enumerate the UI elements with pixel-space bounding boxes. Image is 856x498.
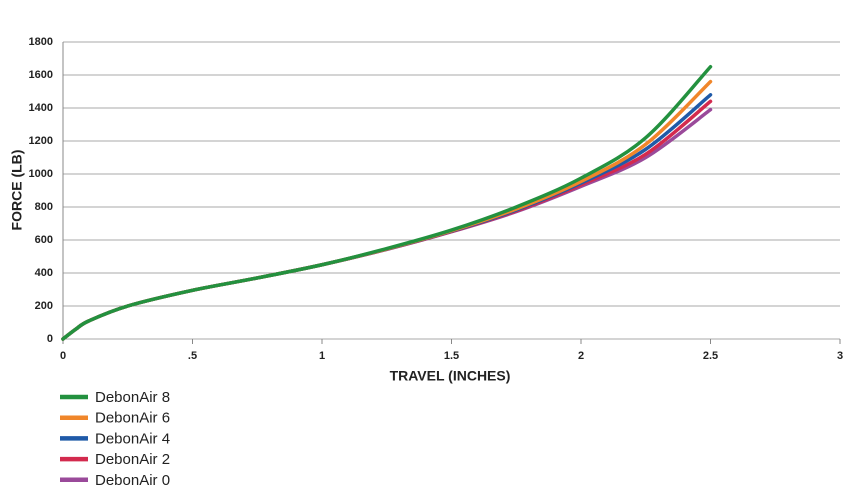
legend-label: DebonAir 8 — [95, 389, 170, 406]
y-axis-title: FORCE (LB) — [9, 150, 25, 231]
series-line — [61, 79, 713, 341]
y-tick-label: 800 — [35, 201, 53, 213]
y-tick-label: 600 — [35, 234, 53, 246]
legend-label: DebonAir 0 — [95, 472, 170, 489]
x-tick-label: 0 — [60, 350, 66, 362]
legend-label: DebonAir 6 — [95, 410, 170, 427]
series-line — [61, 93, 713, 341]
y-tick-label: 1800 — [29, 36, 53, 48]
y-tick-label: 200 — [35, 300, 53, 312]
y-tick-label: 0 — [47, 333, 53, 345]
series-line — [61, 107, 713, 341]
y-tick-label: 1200 — [29, 135, 53, 147]
x-tick-label: 2 — [578, 350, 584, 362]
x-tick-label: 3 — [837, 350, 843, 362]
legend-label: DebonAir 2 — [95, 451, 170, 468]
x-tick-label: 2.5 — [703, 350, 718, 362]
y-tick-label: 1000 — [29, 168, 53, 180]
y-tick-label: 400 — [35, 267, 53, 279]
y-tick-label: 1600 — [29, 69, 53, 81]
y-tick-label: 1400 — [29, 102, 53, 114]
series-line — [61, 65, 713, 341]
x-tick-label: .5 — [188, 350, 197, 362]
legend-label: DebonAir 4 — [95, 430, 170, 447]
x-tick-label: 1.5 — [444, 350, 459, 362]
series-line — [61, 99, 713, 341]
x-axis-title: TRAVEL (INCHES) — [390, 368, 511, 384]
x-tick-label: 1 — [319, 350, 325, 362]
legend: DebonAir 8 DebonAir 6 DebonAir 4 DebonAir 2… — [60, 389, 170, 489]
